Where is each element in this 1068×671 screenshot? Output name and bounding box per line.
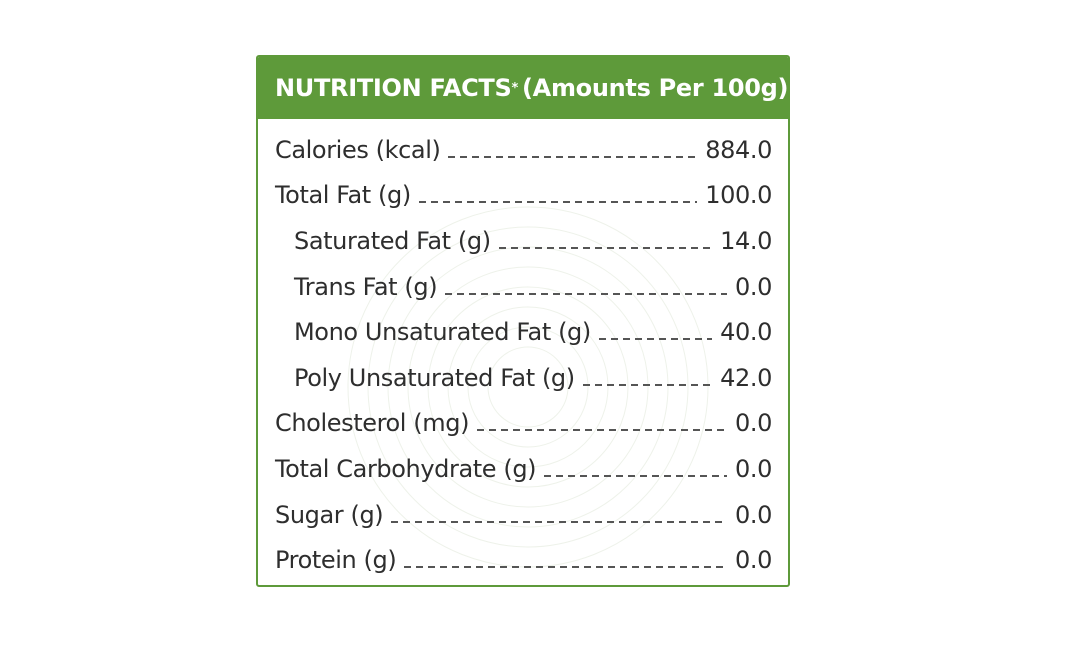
row-value: 40.0 [720, 318, 772, 347]
row-value: 100.0 [705, 181, 772, 210]
row-saturated-fat: Saturated Fat (g) 14.0 [258, 218, 788, 264]
row-label: Trans Fat (g) [294, 272, 438, 301]
row-total-carbohydrate: Total Carbohydrate (g) 0.0 [258, 446, 788, 492]
nutrition-facts-panel: NUTRITION FACTS * (Amounts Per 100g) Calo… [256, 55, 790, 587]
row-label: Total Fat (g) [275, 181, 411, 210]
nutrition-rows: Calories (kcal) 884.0 Total Fat (g) 100.… [258, 119, 788, 583]
nutrition-title: NUTRITION FACTS [275, 74, 512, 102]
row-value: 0.0 [735, 454, 772, 483]
row-value: 0.0 [735, 272, 772, 301]
row-sugar: Sugar (g) 0.0 [258, 492, 788, 538]
dotted-leader [391, 520, 728, 523]
row-trans-fat: Trans Fat (g) 0.0 [258, 264, 788, 310]
row-label: Protein (g) [275, 546, 397, 575]
dotted-leader [418, 201, 698, 204]
row-calories: Calories (kcal) 884.0 [258, 127, 788, 173]
nutrition-header: NUTRITION FACTS * (Amounts Per 100g) [258, 57, 788, 119]
row-poly-unsaturated-fat: Poly Unsaturated Fat (g) 42.0 [258, 355, 788, 401]
row-value: 0.0 [735, 500, 772, 529]
row-label: Saturated Fat (g) [294, 226, 491, 255]
row-value: 0.0 [735, 546, 772, 575]
title-footnote-mark: * [511, 80, 519, 96]
row-value: 884.0 [705, 135, 772, 164]
dotted-leader [448, 155, 698, 158]
row-label: Total Carbohydrate (g) [275, 454, 537, 483]
row-value: 14.0 [720, 226, 772, 255]
row-label: Mono Unsaturated Fat (g) [294, 318, 591, 347]
row-value: 0.0 [735, 409, 772, 438]
row-label: Cholesterol (mg) [275, 409, 470, 438]
dotted-leader [404, 566, 728, 569]
row-mono-unsaturated-fat: Mono Unsaturated Fat (g) 40.0 [258, 309, 788, 355]
row-cholesterol: Cholesterol (mg) 0.0 [258, 401, 788, 447]
row-label: Calories (kcal) [275, 135, 441, 164]
dotted-leader [498, 246, 713, 249]
row-label: Poly Unsaturated Fat (g) [294, 363, 575, 392]
dotted-leader [477, 429, 728, 432]
dotted-leader [445, 292, 728, 295]
dotted-leader [598, 338, 713, 341]
dotted-leader [544, 474, 728, 477]
nutrition-subtitle: (Amounts Per 100g) [522, 74, 789, 102]
row-total-fat: Total Fat (g) 100.0 [258, 173, 788, 219]
row-label: Sugar (g) [275, 500, 384, 529]
row-value: 42.0 [720, 363, 772, 392]
dotted-leader [582, 383, 713, 386]
row-protein: Protein (g) 0.0 [258, 537, 788, 583]
